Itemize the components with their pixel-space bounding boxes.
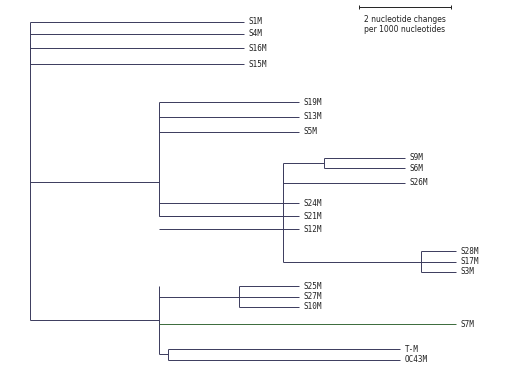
Text: S24M: S24M (304, 199, 322, 207)
Text: S3M: S3M (460, 268, 474, 276)
Text: S6M: S6M (410, 163, 423, 173)
Text: S10M: S10M (304, 302, 322, 312)
Text: S12M: S12M (304, 225, 322, 234)
Text: S28M: S28M (460, 247, 479, 256)
Text: 2 nucleotide changes
per 1000 nucleotides: 2 nucleotide changes per 1000 nucleotide… (364, 14, 446, 34)
Text: S9M: S9M (410, 154, 423, 162)
Text: T-M: T-M (405, 345, 419, 354)
Text: OC43M: OC43M (405, 355, 428, 364)
Text: S27M: S27M (304, 292, 322, 301)
Text: S13M: S13M (304, 112, 322, 122)
Text: S19M: S19M (304, 98, 322, 107)
Text: S7M: S7M (460, 320, 474, 329)
Text: S16M: S16M (249, 44, 267, 53)
Text: S4M: S4M (249, 29, 263, 38)
Text: S21M: S21M (304, 212, 322, 221)
Text: S26M: S26M (410, 178, 428, 187)
Text: S1M: S1M (249, 17, 263, 27)
Text: S17M: S17M (460, 257, 479, 266)
Text: S5M: S5M (304, 127, 318, 136)
Text: S25M: S25M (304, 282, 322, 291)
Text: S15M: S15M (249, 60, 267, 69)
